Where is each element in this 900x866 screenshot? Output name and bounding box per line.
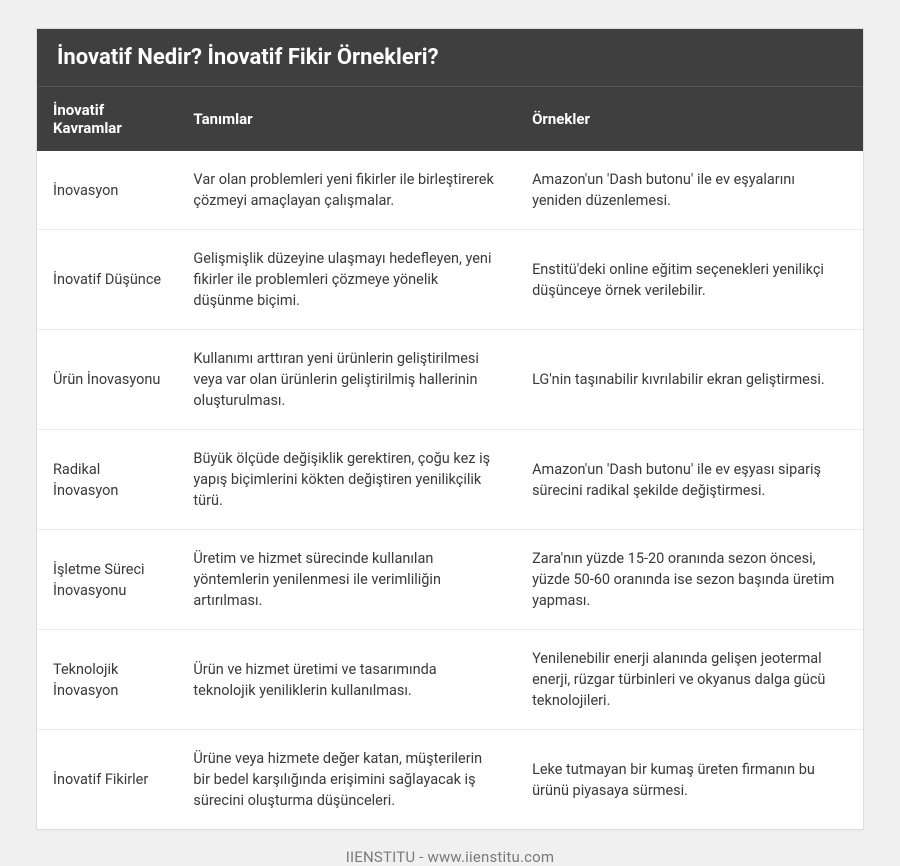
cell-concept: Radikal İnovasyon	[37, 430, 177, 530]
innovation-table: İnovatif Kavramlar Tanımlar Örnekler İno…	[37, 86, 863, 829]
page-title: İnovatif Nedir? İnovatif Fikir Örnekleri…	[37, 29, 863, 86]
cell-concept: Teknolojik İnovasyon	[37, 630, 177, 730]
cell-definition: Kullanımı arttıran yeni ürünlerin gelişt…	[177, 330, 516, 430]
col-header-definitions: Tanımlar	[177, 87, 516, 152]
cell-example: Yenilenebilir enerji alanında gelişen je…	[516, 630, 863, 730]
table-header-row: İnovatif Kavramlar Tanımlar Örnekler	[37, 87, 863, 152]
cell-example: LG'nin taşınabilir kıvrılabilir ekran ge…	[516, 330, 863, 430]
cell-definition: Büyük ölçüde değişiklik gerektiren, çoğu…	[177, 430, 516, 530]
cell-example: Leke tutmayan bir kumaş üreten firmanın …	[516, 730, 863, 830]
table-row: Teknolojik İnovasyonÜrün ve hizmet üreti…	[37, 630, 863, 730]
table-row: Ürün İnovasyonuKullanımı arttıran yeni ü…	[37, 330, 863, 430]
col-header-examples: Örnekler	[516, 87, 863, 152]
table-row: Radikal İnovasyonBüyük ölçüde değişiklik…	[37, 430, 863, 530]
table-row: İnovatif DüşünceGelişmişlik düzeyine ula…	[37, 230, 863, 330]
cell-definition: Gelişmişlik düzeyine ulaşmayı hedefleyen…	[177, 230, 516, 330]
cell-concept: İnovasyon	[37, 151, 177, 230]
cell-concept: İnovatif Düşünce	[37, 230, 177, 330]
cell-example: Amazon'un 'Dash butonu' ile ev eşyası si…	[516, 430, 863, 530]
cell-concept: İnovatif Fikirler	[37, 730, 177, 830]
cell-example: Amazon'un 'Dash butonu' ile ev eşyaların…	[516, 151, 863, 230]
table-row: İşletme Süreci İnovasyonuÜretim ve hizme…	[37, 530, 863, 630]
content-card: İnovatif Nedir? İnovatif Fikir Örnekleri…	[36, 28, 864, 830]
cell-definition: Ürün ve hizmet üretimi ve tasarımında te…	[177, 630, 516, 730]
col-header-concepts: İnovatif Kavramlar	[37, 87, 177, 152]
table-row: İnovatif FikirlerÜrüne veya hizmete değe…	[37, 730, 863, 830]
cell-concept: Ürün İnovasyonu	[37, 330, 177, 430]
cell-definition: Var olan problemleri yeni fikirler ile b…	[177, 151, 516, 230]
table-row: İnovasyonVar olan problemleri yeni fikir…	[37, 151, 863, 230]
cell-definition: Ürüne veya hizmete değer katan, müşteril…	[177, 730, 516, 830]
cell-definition: Üretim ve hizmet sürecinde kullanılan yö…	[177, 530, 516, 630]
cell-concept: İşletme Süreci İnovasyonu	[37, 530, 177, 630]
cell-example: Enstitü'deki online eğitim seçenekleri y…	[516, 230, 863, 330]
cell-example: Zara'nın yüzde 15-20 oranında sezon önce…	[516, 530, 863, 630]
